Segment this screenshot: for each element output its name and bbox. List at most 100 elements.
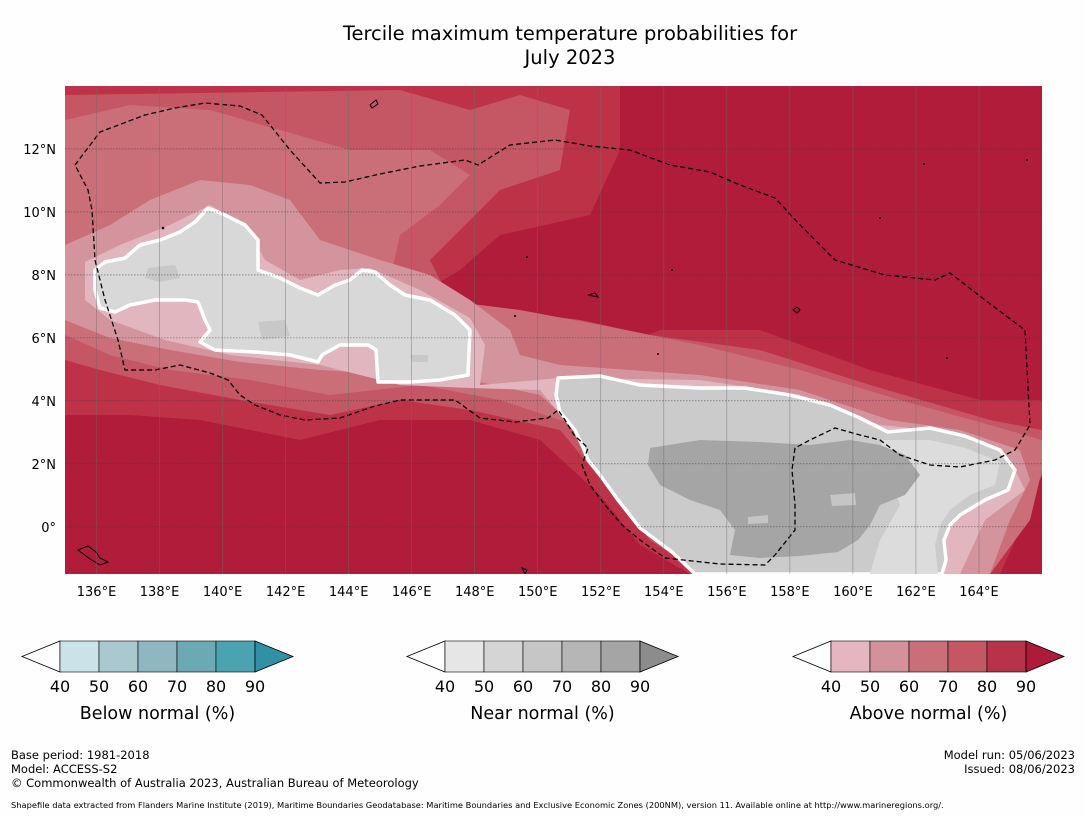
colorbar-segment (986, 640, 1027, 673)
near-normal-patch (748, 515, 768, 524)
island-dot (879, 217, 881, 219)
colorbar-segment (600, 640, 641, 673)
eez-boundary (74, 102, 1031, 566)
y-tick-label: 10°N (23, 206, 56, 221)
legend-near-normal: 40 50 60 70 80 90 Near normal (%) (405, 640, 680, 724)
island-outline (792, 306, 801, 314)
colorbar-tick-label: 70 (552, 677, 572, 696)
x-tick-label: 164°E (959, 585, 999, 600)
colorbar-extend-high (254, 640, 295, 673)
colorbar-segment (59, 640, 100, 673)
model-run: Model run: 05/06/2023 (943, 748, 1075, 762)
x-tick-label: 162°E (896, 585, 936, 600)
issued-date: Issued: 08/06/2023 (964, 761, 1075, 776)
near-normal-patch (410, 355, 428, 362)
island-dot (514, 315, 516, 317)
y-tick-label: 6°N (32, 332, 57, 347)
x-tick-label: 156°E (707, 585, 747, 600)
colorbar-segment (483, 640, 524, 673)
colorbar-tick-label: 50 (474, 677, 494, 696)
title-line-1: Tercile maximum temperature probabilitie… (342, 22, 798, 45)
near-normal-patch (258, 320, 290, 340)
colorbar-segment (176, 640, 217, 673)
legend-below-normal: 40 50 60 70 80 90 Below normal (%) (20, 640, 295, 724)
x-tick-label: 158°E (770, 585, 810, 600)
colorbar-extend-low (20, 640, 61, 673)
colorbar-tick-label: 50 (89, 677, 109, 696)
colorbar-tick-label: 70 (938, 677, 958, 696)
chart-title: Tercile maximum temperature probabilitie… (0, 22, 1085, 70)
y-tick-label: 12°N (23, 143, 56, 158)
colorbar-tick-label: 40 (435, 677, 455, 696)
colorbar-segment (561, 640, 602, 673)
colorbar-title: Below normal (%) (80, 704, 235, 724)
x-tick-label: 152°E (581, 585, 621, 600)
x-tick-label: 160°E (833, 585, 873, 600)
island-outline (76, 545, 110, 566)
colorbar-segment (215, 640, 256, 673)
island-dot (526, 256, 528, 258)
colorbar-tick-label: 40 (50, 677, 70, 696)
colorbar-tick-label: 80 (206, 677, 226, 696)
x-tick-label: 150°E (518, 585, 558, 600)
island-dot (946, 357, 948, 359)
colorbar-segment (830, 640, 871, 673)
legend-above-normal: 40 50 60 70 80 90 Above normal (%) (791, 640, 1066, 724)
footer-model-info: Base period: 1981-2018 Model: ACCESS-S2 (11, 748, 150, 776)
colorbar-title: Near normal (%) (470, 704, 615, 724)
colorbar-tick-label: 50 (860, 677, 880, 696)
colorbar-segment (98, 640, 139, 673)
colorbar-extend-high (1025, 640, 1066, 673)
colorbar-segment (947, 640, 988, 673)
y-tick-label: 4°N (32, 395, 57, 410)
colorbar-tick-label: 60 (513, 677, 533, 696)
colorbar-segment (522, 640, 563, 673)
island-dot (161, 226, 165, 230)
colorbar-tick-label: 60 (899, 677, 919, 696)
copyright: © Commonwealth of Australia 2023, Austra… (11, 776, 419, 790)
colorbar-segment (869, 640, 910, 673)
colorbar-extend-low (791, 640, 832, 673)
x-tick-label: 136°E (77, 585, 117, 600)
near-normal-core-dark (648, 440, 920, 558)
island-outline (587, 292, 600, 298)
island-dot (923, 163, 925, 165)
colorbar-tick-label: 60 (128, 677, 148, 696)
x-tick-label: 144°E (329, 585, 369, 600)
island-dot (657, 353, 659, 355)
island-dot (671, 269, 673, 271)
y-tick-label: 2°N (32, 458, 57, 473)
base-period: Base period: 1981-2018 (11, 748, 150, 762)
island-outline (369, 99, 379, 109)
x-tick-label: 148°E (455, 585, 495, 600)
colorbar-tick-label: 80 (591, 677, 611, 696)
map-plot-area (65, 86, 1042, 574)
near-normal-patch (145, 265, 180, 282)
x-tick-label: 146°E (392, 585, 432, 600)
x-tick-label: 140°E (203, 585, 243, 600)
island-dot (1026, 159, 1028, 161)
colorbar-tick-label: 70 (167, 677, 187, 696)
colorbar-tick-label: 90 (1016, 677, 1036, 696)
y-tick-label: 0° (41, 521, 56, 536)
x-axis-ticks: 136°E 138°E 140°E 142°E 144°E 146°E 148°E 150°E… (77, 585, 999, 600)
model-name: Model: ACCESS-S2 (11, 761, 118, 776)
colorbar-segment (908, 640, 949, 673)
colorbar-extend-high (639, 640, 680, 673)
map-gridlines (65, 86, 1042, 574)
colorbar-tick-label: 80 (977, 677, 997, 696)
near-normal-patch (830, 493, 856, 506)
colorbar-extend-low (405, 640, 446, 673)
colorbar-tick-label: 90 (245, 677, 265, 696)
y-axis-ticks: 12°N 10°N 8°N 6°N 4°N 2°N 0° (23, 143, 56, 536)
y-tick-label: 8°N (32, 269, 57, 284)
colorbar-segment (137, 640, 178, 673)
colorbar-tick-label: 40 (821, 677, 841, 696)
footer-run-info: Model run: 05/06/2023 Issued: 08/06/2023 (943, 748, 1075, 776)
colorbar-title: Above normal (%) (850, 704, 1008, 724)
colorbar-tick-label: 90 (630, 677, 650, 696)
source-credit: Shapefile data extracted from Flanders M… (11, 800, 944, 810)
colorbar-segment (444, 640, 485, 673)
near-normal-region-west (93, 206, 472, 384)
